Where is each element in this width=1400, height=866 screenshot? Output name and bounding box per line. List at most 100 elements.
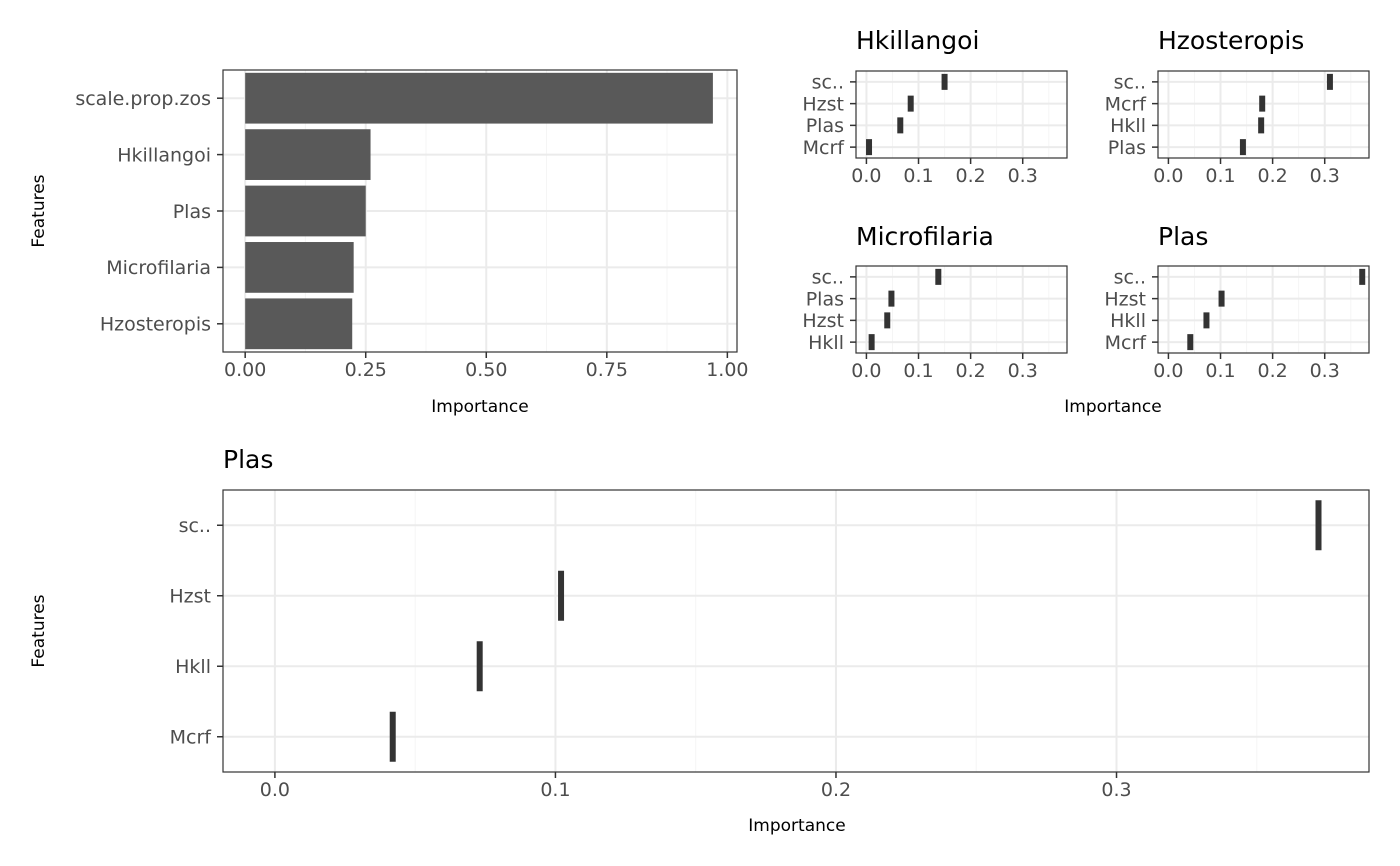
x-tick-label: 0.0 (260, 779, 290, 801)
x-axis-title: Importance (431, 397, 528, 417)
point-Hkll (1258, 117, 1265, 134)
point-sc.. (941, 73, 948, 90)
bar-scale.prop.zos (245, 72, 713, 124)
y-tick-label: sc.. (812, 72, 844, 94)
y-tick-label: sc.. (812, 267, 844, 289)
x-tick-label: 0.0 (1153, 360, 1183, 382)
x-tick-label: 0.25 (345, 359, 387, 381)
panel-border (855, 70, 1068, 159)
panel-title: Hkillangoi (856, 26, 979, 55)
panel-background (223, 490, 1369, 772)
y-tick-label: Plas (806, 288, 844, 310)
y-tick-label: Hzst (802, 93, 844, 115)
point-Mcrf (866, 139, 873, 156)
y-tick-label: Mcrf (1105, 93, 1148, 115)
y-tick-label: Hkll (1110, 310, 1146, 332)
y-tick-label: Mcrf (170, 727, 213, 749)
point-Hzst (558, 570, 565, 621)
y-tick-label: Hzosteropis (100, 314, 211, 336)
panel-border (1157, 70, 1370, 159)
x-tick-label: 0.2 (1258, 360, 1288, 382)
y-axis-title: Features (29, 174, 49, 247)
panel-border (222, 489, 1370, 773)
x-tick-label: 0.1 (1205, 165, 1235, 187)
panel-title: Plas (1158, 222, 1208, 251)
y-tick-label: sc.. (179, 515, 211, 537)
x-tick-label: 0.0 (1153, 165, 1183, 187)
point-sc.. (1315, 500, 1322, 551)
y-tick-label: Plas (173, 201, 211, 223)
x-tick-label: 0.1 (903, 360, 933, 382)
x-axis-title: Importance (748, 816, 845, 836)
point-Hzst (884, 312, 891, 329)
y-tick-label: scale.prop.zos (75, 88, 211, 110)
point-Plas (1239, 139, 1246, 156)
y-tick-label: Mcrf (803, 137, 846, 159)
y-tick-label: Plas (1108, 137, 1146, 159)
small-panels-x-axis-title: Importance (1064, 397, 1161, 417)
x-tick-label: 0.75 (586, 359, 628, 381)
x-tick-label: 0.1 (1205, 360, 1235, 382)
point-Hkll (1203, 312, 1210, 329)
x-tick-label: 0.0 (851, 165, 881, 187)
panel-background (856, 266, 1067, 353)
panel-overall: scale.prop.zos Hkillangoi Plas Microfilaria… (29, 69, 749, 417)
x-tick-label: 0.2 (821, 779, 851, 801)
x-tick-label: 0.3 (1310, 165, 1340, 187)
panel-title: Microfilaria (856, 222, 994, 251)
point-sc.. (935, 268, 942, 285)
x-tick-label: 0.2 (1258, 165, 1288, 187)
y-tick-label: Hkll (1110, 115, 1146, 137)
x-tick-label: 0.3 (1008, 165, 1038, 187)
y-tick-label: Hzst (169, 586, 211, 608)
point-Hzst (1218, 290, 1225, 307)
panel-border (1157, 265, 1370, 354)
y-tick-label: Hzst (1104, 288, 1146, 310)
x-tick-label: 0.2 (956, 360, 986, 382)
y-tick-label: Hkll (175, 656, 211, 678)
x-tick-label: 0.1 (540, 779, 570, 801)
point-Plas (897, 117, 904, 134)
point-Hzst (907, 95, 914, 112)
x-tick-label: 0.1 (903, 165, 933, 187)
y-tick-label: Hzst (802, 310, 844, 332)
panel-background (856, 71, 1067, 158)
point-sc.. (1359, 268, 1366, 285)
point-Plas (888, 290, 895, 307)
bar-Hzosteropis (245, 298, 353, 350)
point-Mcrf (1187, 334, 1194, 351)
y-tick-label: Microfilaria (106, 257, 211, 279)
point-Hkll (476, 641, 483, 692)
y-tick-label: sc.. (1114, 267, 1146, 289)
x-tick-label: 0.3 (1101, 779, 1131, 801)
bar-Microfilaria (245, 242, 354, 293)
y-tick-label: Mcrf (1105, 332, 1148, 354)
bar-Plas (245, 185, 366, 237)
panel-background (1158, 71, 1369, 158)
panel-border (855, 265, 1068, 354)
x-tick-label: 0.3 (1310, 360, 1340, 382)
x-tick-label: 0.3 (1008, 360, 1038, 382)
point-Mcrf (389, 711, 396, 762)
point-Mcrf (1259, 95, 1266, 112)
point-Hkll (868, 334, 875, 351)
y-tick-label: Hkll (808, 332, 844, 354)
y-tick-label: Plas (806, 115, 844, 137)
x-tick-label: 0.0 (851, 360, 881, 382)
panel-title: Plas (223, 445, 273, 474)
x-tick-label: 0.00 (224, 359, 266, 381)
x-tick-label: 0.2 (956, 165, 986, 187)
x-tick-label: 1.00 (706, 359, 748, 381)
bar-Hkillangoi (245, 129, 371, 180)
panel-title: Hzosteropis (1158, 26, 1304, 55)
x-tick-label: 0.50 (465, 359, 507, 381)
point-sc.. (1326, 73, 1333, 90)
panel-large-plas: sc.. Hzst Hkll Mcrf 0.0 0.1 0.2 0.3 Plas Importan… (29, 445, 1370, 836)
y-tick-label: Hkillangoi (117, 144, 211, 166)
y-tick-label: sc.. (1114, 72, 1146, 94)
